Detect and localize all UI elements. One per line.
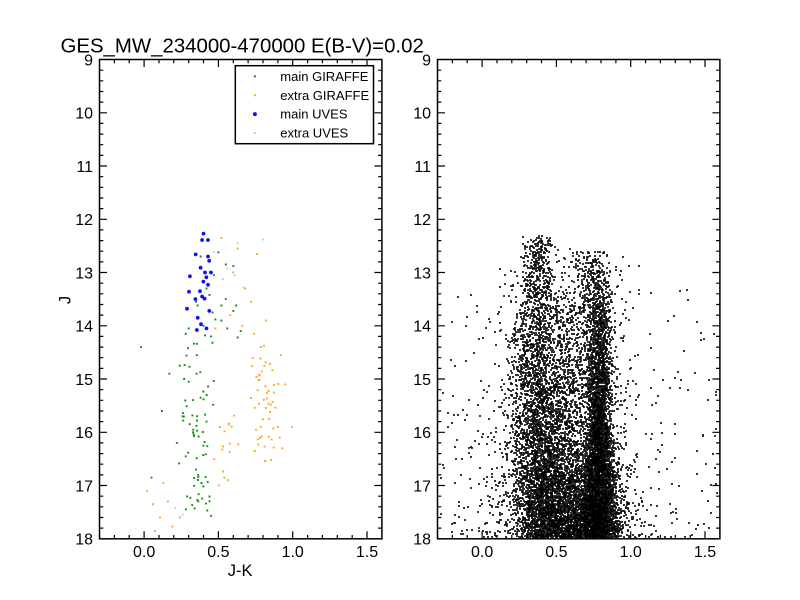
svg-text:9: 9 bbox=[422, 52, 431, 69]
svg-text:extra UVES: extra UVES bbox=[280, 126, 348, 141]
svg-text:0.0: 0.0 bbox=[133, 544, 155, 561]
svg-text:GES_MW_234000-470000 E(B-V)=0.: GES_MW_234000-470000 E(B-V)=0.02 bbox=[61, 35, 424, 57]
svg-text:18: 18 bbox=[75, 532, 93, 549]
svg-text:0.5: 0.5 bbox=[207, 544, 229, 561]
svg-text:main GIRAFFE: main GIRAFFE bbox=[280, 69, 368, 84]
svg-text:1.5: 1.5 bbox=[356, 544, 378, 561]
svg-text:12: 12 bbox=[413, 212, 431, 229]
svg-text:1.0: 1.0 bbox=[620, 544, 642, 561]
svg-text:12: 12 bbox=[75, 212, 93, 229]
svg-text:1.5: 1.5 bbox=[694, 544, 716, 561]
svg-text:13: 13 bbox=[413, 265, 431, 282]
svg-text:18: 18 bbox=[413, 532, 431, 549]
svg-text:15: 15 bbox=[75, 372, 93, 389]
svg-text:9: 9 bbox=[84, 52, 93, 69]
svg-text:17: 17 bbox=[75, 478, 93, 495]
svg-text:10: 10 bbox=[75, 106, 93, 123]
svg-text:1.0: 1.0 bbox=[282, 544, 304, 561]
svg-text:main UVES: main UVES bbox=[280, 107, 348, 122]
svg-text:14: 14 bbox=[75, 319, 93, 336]
svg-text:10: 10 bbox=[413, 106, 431, 123]
svg-text:0.5: 0.5 bbox=[545, 544, 567, 561]
svg-text:14: 14 bbox=[413, 319, 431, 336]
svg-text:16: 16 bbox=[75, 425, 93, 442]
svg-text:17: 17 bbox=[413, 478, 431, 495]
svg-text:0.0: 0.0 bbox=[471, 544, 493, 561]
svg-text:13: 13 bbox=[75, 265, 93, 282]
svg-text:11: 11 bbox=[76, 159, 93, 176]
svg-text:J: J bbox=[57, 296, 75, 304]
svg-text:16: 16 bbox=[413, 425, 431, 442]
svg-text:11: 11 bbox=[414, 159, 431, 176]
svg-text:15: 15 bbox=[413, 372, 431, 389]
svg-text:J-K: J-K bbox=[228, 562, 253, 580]
svg-text:extra GIRAFFE: extra GIRAFFE bbox=[280, 88, 369, 103]
